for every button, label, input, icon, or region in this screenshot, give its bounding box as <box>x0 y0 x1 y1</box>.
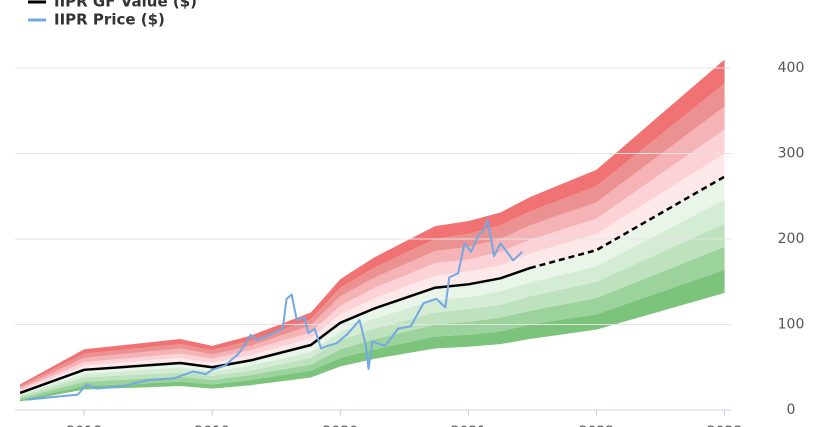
x-tick-label: 2021 <box>451 424 487 427</box>
gf-value-line <box>19 175 726 395</box>
x-tick-label: 2020 <box>323 424 359 427</box>
y-tick-label: 0 <box>787 402 796 418</box>
x-tick-label: 2022 <box>579 424 615 427</box>
value-band <box>20 199 725 397</box>
price-line <box>26 219 523 401</box>
value-band <box>20 246 725 400</box>
y-tick-label: 300 <box>778 146 805 162</box>
y-tick-label: 100 <box>778 317 805 333</box>
value-band <box>20 176 725 395</box>
value-band <box>20 269 725 402</box>
legend-entry: IIPR Price ($) <box>54 11 165 29</box>
x-tick-label: 2019 <box>194 424 230 427</box>
value-band <box>20 106 725 390</box>
x-tick-label: 2018 <box>66 424 102 427</box>
x-tick-label: 2023 <box>707 424 743 427</box>
y-tick-label: 400 <box>778 60 805 76</box>
y-tick-label: 200 <box>778 231 805 247</box>
legend-entry: IIPR GF Value ($) <box>54 0 197 11</box>
value-band <box>20 223 725 399</box>
